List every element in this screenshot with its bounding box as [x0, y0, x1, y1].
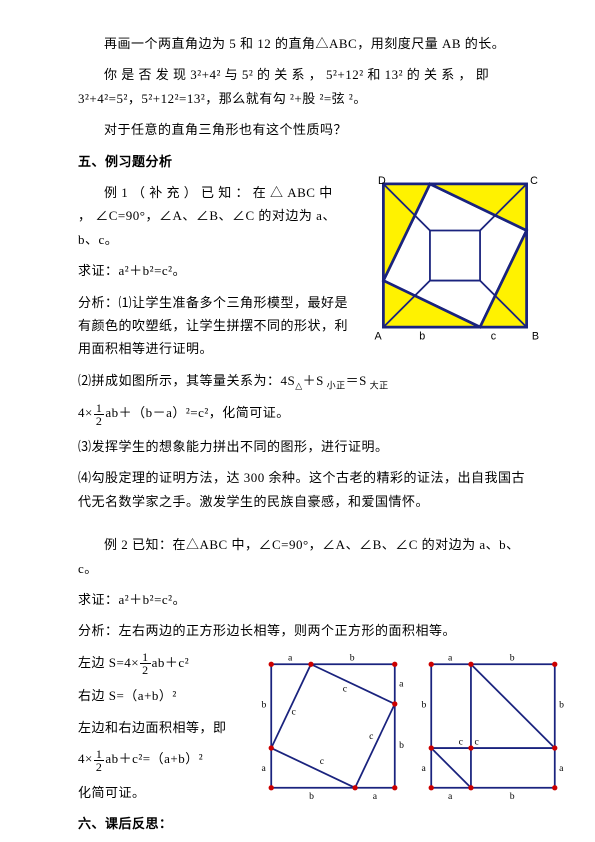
svg-text:c: c [459, 736, 463, 747]
label-A: A [374, 331, 382, 343]
svg-text:a: a [448, 791, 453, 801]
svg-text:b: b [262, 699, 267, 710]
paragraph: ⑵拼成如图所示，其等量关系为：4S△＋S 小正＝S 大正 [78, 369, 535, 394]
figure-ex2-left: a b a b a b a b c c c c [258, 651, 408, 805]
fraction-half: 12 [140, 651, 151, 676]
svg-text:a: a [559, 763, 564, 774]
equation: 左边 S=4×12ab＋c² [78, 651, 248, 677]
fraction-half: 12 [94, 748, 105, 773]
figure-ex2-right: a b b a a b b a c c [418, 651, 568, 805]
paragraph: 例 2 已知：在△ABC 中，∠C=90°，∠A、∠B、∠C 的对边为 a、b、… [78, 533, 535, 580]
section-heading-5: 五、例习题分析 [78, 150, 535, 173]
svg-text:b: b [510, 791, 515, 801]
svg-text:a: a [422, 763, 427, 774]
paragraph: ⑶发挥学生的想象能力拼出不同的图形，进行证明。 [78, 435, 535, 458]
paragraph: 化简可证。 [78, 781, 248, 804]
page: 再画一个两直角边为 5 和 12 的直角△ABC，用刻度尺量 AB 的长。 你 … [0, 0, 595, 842]
paragraph: ⑷勾股定理的证明方法，达 300 余种。这个古老的精彩的证法，出自我国古代无名数… [78, 466, 535, 513]
paragraph: 对于任意的直角三角形也有这个性质吗？ [78, 118, 535, 141]
svg-text:b: b [559, 699, 564, 710]
label-B: B [532, 331, 539, 343]
svg-text:b: b [350, 652, 355, 663]
label-C: C [530, 175, 538, 187]
paragraph: 求证：a²＋b²=c²。 [78, 588, 535, 611]
svg-text:a: a [373, 791, 378, 801]
svg-text:c: c [320, 756, 324, 767]
example-2-text: 左边 S=4×12ab＋c² 右边 S=（a+b）² 左边和右边面积相等，即 4… [78, 651, 248, 804]
svg-text:c: c [292, 706, 296, 717]
equation: 右边 S=（a+b）² [78, 684, 248, 707]
example-1-text: 例 1 （ 补 充 ） 已 知 ： 在 △ ABC 中 ， ∠C=90°，∠A、… [78, 181, 348, 361]
svg-text:c: c [474, 736, 478, 747]
svg-text:a: a [399, 678, 404, 689]
paragraph: 再画一个两直角边为 5 和 12 的直角△ABC，用刻度尺量 AB 的长。 [78, 32, 535, 55]
label-b: b [419, 331, 425, 343]
section-heading-6: 六、课后反思： [78, 812, 535, 835]
svg-text:c: c [343, 683, 347, 694]
svg-text:b: b [422, 699, 427, 710]
fraction-half: 12 [94, 402, 105, 427]
svg-text:a: a [448, 652, 453, 663]
svg-text:a: a [262, 763, 267, 774]
svg-text:b: b [399, 740, 404, 751]
figure-square-4triangles: D C A B b c [365, 175, 545, 349]
paragraph: 左边和右边面积相等，即 [78, 716, 248, 739]
equation: 4×12ab＋（b－a）²=c²，化简可证。 [78, 401, 535, 427]
paragraph: 分析：⑴让学生准备多个三角形模型，最好是有颜色的吹塑纸，让学生拼摆不同的形状，利… [78, 291, 348, 361]
svg-text:c: c [369, 731, 373, 742]
paragraph: 分析：左右两边的正方形边长相等，则两个正方形的面积相等。 [78, 619, 535, 642]
equation: 4×12ab＋c²=（a+b）² [78, 747, 248, 773]
svg-text:a: a [288, 652, 293, 663]
svg-text:b: b [510, 652, 515, 663]
paragraph: 例 1 （ 补 充 ） 已 知 ： 在 △ ABC 中 ， ∠C=90°，∠A、… [78, 181, 348, 251]
paragraph: 你 是 否 发 现 3²+4² 与 5² 的 关 系 ， 5²+12² 和 13… [78, 63, 535, 110]
label-c: c [491, 331, 497, 343]
svg-text:b: b [309, 791, 314, 801]
paragraph: 求证：a²＋b²=c²。 [78, 259, 348, 282]
label-D: D [378, 175, 386, 187]
